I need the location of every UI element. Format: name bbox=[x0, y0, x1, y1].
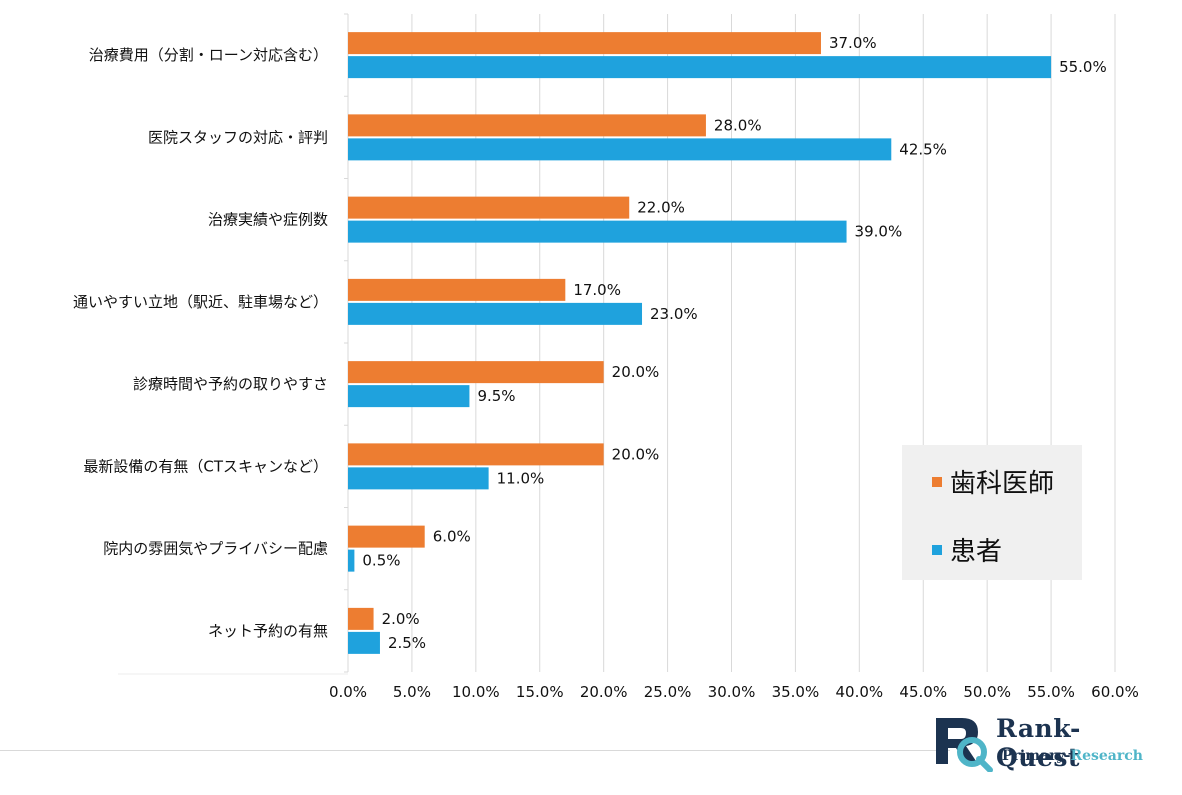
legend-item-patient: 患者 bbox=[932, 531, 1002, 568]
bar-patient bbox=[348, 631, 380, 654]
bar-patient bbox=[348, 549, 355, 572]
rank-quest-logo: Rank-Quest Primary-Research bbox=[932, 712, 1162, 772]
x-tick-label: 5.0% bbox=[393, 683, 431, 701]
logo-subtitle: Primary-Research bbox=[1002, 748, 1143, 764]
bar-patient bbox=[348, 385, 470, 408]
x-tick-label: 20.0% bbox=[580, 683, 628, 701]
x-tick-label: 15.0% bbox=[516, 683, 564, 701]
bar-dentist bbox=[348, 525, 425, 548]
legend-label-dentist: 歯科医師 bbox=[950, 469, 1055, 499]
data-label-dentist: 2.0% bbox=[382, 610, 420, 628]
x-tick-label: 35.0% bbox=[772, 683, 820, 701]
data-labels: 37.0% 55.0% 28.0% 42.5% 22.0% 39.0% 17.0% 23.0%… bbox=[362, 34, 1106, 652]
bar-patient bbox=[348, 220, 847, 243]
category-label: ネット予約の有無 bbox=[208, 622, 328, 640]
legend-swatch-patient bbox=[932, 544, 942, 555]
category-label: 院内の雰囲気やプライバシー配慮 bbox=[103, 540, 328, 558]
footer-divider bbox=[0, 750, 950, 751]
data-label-dentist: 6.0% bbox=[433, 528, 471, 546]
bar-patient bbox=[348, 467, 489, 490]
x-tick-label: 55.0% bbox=[1027, 683, 1075, 701]
x-axis-ticks: 0.0% 5.0% 10.0% 15.0% 20.0% 25.0% 30.0% 35.0% 40… bbox=[329, 683, 1139, 701]
x-tick-label: 45.0% bbox=[899, 683, 947, 701]
data-label-dentist: 20.0% bbox=[612, 445, 660, 463]
bar-dentist bbox=[348, 443, 604, 466]
data-label-patient: 2.5% bbox=[388, 634, 426, 652]
logo-subtitle-b: Research bbox=[1070, 748, 1143, 764]
data-label-dentist: 37.0% bbox=[829, 34, 877, 52]
legend-label-patient: 患者 bbox=[950, 537, 1003, 567]
logo-title: Rank-Quest bbox=[996, 714, 1081, 772]
bar-dentist bbox=[348, 361, 604, 384]
rq-logo-icon bbox=[936, 718, 993, 772]
legend-item-dentist: 歯科医師 bbox=[932, 463, 1054, 500]
x-tick-label: 50.0% bbox=[963, 683, 1011, 701]
bar-dentist bbox=[348, 196, 630, 219]
category-label: 治療実績や症例数 bbox=[208, 211, 328, 229]
bar-patient bbox=[348, 302, 643, 325]
bar-patient bbox=[348, 138, 892, 161]
category-label: 最新設備の有無（CTスキャンなど） bbox=[83, 457, 328, 475]
data-label-patient: 11.0% bbox=[497, 469, 545, 487]
x-tick-label: 60.0% bbox=[1091, 683, 1139, 701]
legend-swatch-dentist bbox=[932, 476, 942, 487]
data-label-dentist: 28.0% bbox=[714, 116, 762, 134]
data-label-dentist: 20.0% bbox=[612, 363, 660, 381]
bar-dentist bbox=[348, 607, 374, 630]
data-label-patient: 39.0% bbox=[855, 223, 903, 241]
logo-subtitle-a: Primary- bbox=[1002, 748, 1071, 764]
x-tick-label: 0.0% bbox=[329, 683, 367, 701]
bar-patient bbox=[348, 56, 1052, 79]
data-label-patient: 0.5% bbox=[362, 552, 400, 570]
data-label-dentist: 17.0% bbox=[573, 281, 621, 299]
x-tick-label: 40.0% bbox=[836, 683, 884, 701]
bar-dentist bbox=[348, 114, 706, 137]
category-label: 治療費用（分割・ローン対応含む） bbox=[89, 46, 328, 64]
x-tick-label: 30.0% bbox=[708, 683, 756, 701]
bars bbox=[348, 32, 1052, 654]
data-label-patient: 23.0% bbox=[650, 305, 698, 323]
x-tick-label: 25.0% bbox=[644, 683, 692, 701]
x-tick-label: 10.0% bbox=[452, 683, 500, 701]
bar-dentist bbox=[348, 278, 566, 301]
data-label-dentist: 22.0% bbox=[637, 199, 685, 217]
category-label: 通いやすい立地（駅近、駐車場など） bbox=[73, 293, 328, 311]
data-label-patient: 42.5% bbox=[899, 140, 947, 158]
data-label-patient: 55.0% bbox=[1059, 58, 1107, 76]
data-label-patient: 9.5% bbox=[477, 387, 515, 405]
legend: 歯科医師 患者 bbox=[902, 445, 1082, 580]
bar-dentist bbox=[348, 32, 821, 55]
category-labels: 治療費用（分割・ローン対応含む） 医院スタッフの対応・評判治療実績や症例数通いやす… bbox=[73, 46, 328, 640]
category-label: 医院スタッフの対応・評判 bbox=[148, 128, 328, 146]
category-label: 診療時間や予約の取りやすさ bbox=[133, 375, 328, 393]
